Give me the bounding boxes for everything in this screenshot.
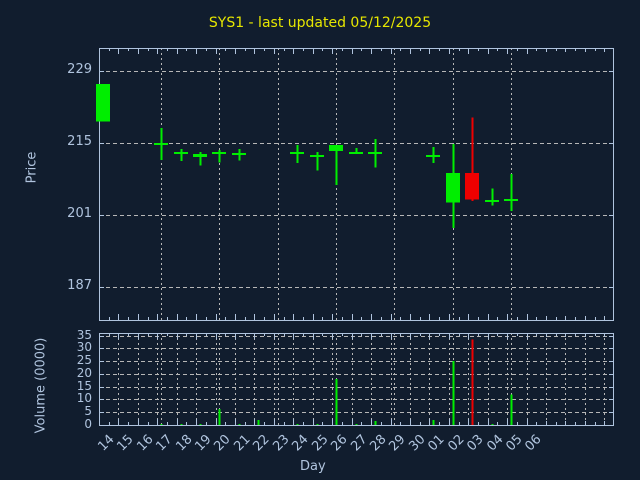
candle-body (368, 152, 382, 154)
volume-tick-label: 35 (76, 327, 92, 342)
price-tick-label: 229 (67, 62, 92, 78)
candle-body (485, 200, 499, 202)
volume-tick-label: 20 (76, 365, 92, 380)
grid-layer (99, 48, 614, 425)
candle-body (232, 153, 246, 155)
x-axis-label: Day (300, 459, 326, 474)
candle-body (212, 152, 226, 154)
candle-body (96, 84, 110, 122)
candlestick-series (96, 83, 518, 229)
candle-body (154, 143, 168, 145)
candle-body (446, 173, 460, 203)
candle-body (349, 152, 363, 154)
volume-tick-label: 25 (76, 353, 92, 368)
tick-marks (99, 48, 614, 426)
volume-series (160, 339, 513, 425)
volume-tick-label: 0 (84, 417, 92, 431)
axes-frame (99, 48, 614, 426)
candle-body (426, 155, 440, 157)
candle-body (193, 154, 207, 158)
volume-tick-label: 15 (76, 378, 92, 393)
candle-body (465, 173, 479, 200)
candle-body (310, 155, 324, 157)
price-tick-label: 215 (67, 133, 92, 149)
candle-body (504, 199, 518, 201)
candle-body (290, 152, 304, 154)
candle-body (329, 145, 343, 152)
volume-tick-label: 30 (76, 340, 92, 355)
price-tick-label: 201 (67, 205, 92, 221)
candle-body (174, 152, 188, 154)
price-tick-label: 187 (67, 277, 92, 293)
volume-tick-label: 10 (76, 391, 92, 406)
volume-tick-label: 5 (84, 404, 92, 419)
page-title: SYS1 - last updated 05/12/2025 (208, 15, 432, 31)
